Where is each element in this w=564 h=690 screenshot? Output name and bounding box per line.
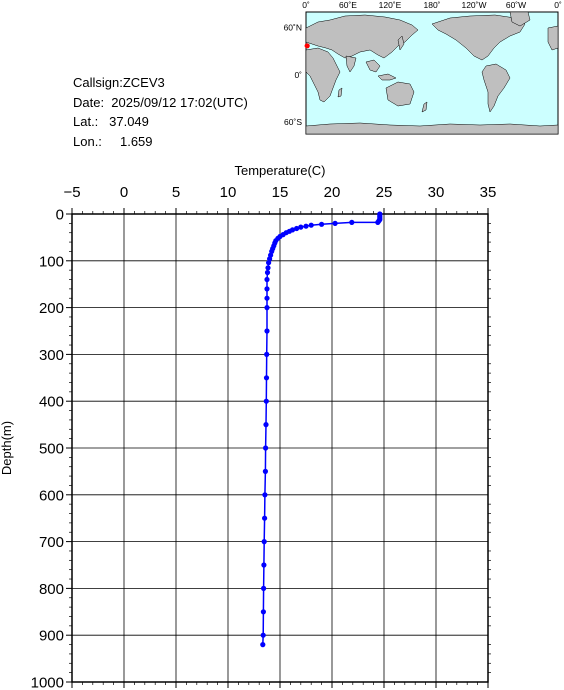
- cast-info: Callsign:ZCEV3 Date: 2025/09/12 17:02(UT…: [73, 73, 248, 151]
- profile-point: [260, 642, 266, 648]
- y-tick-label: 400: [39, 394, 64, 411]
- profile-point: [263, 422, 269, 428]
- y-tick-label: 700: [39, 534, 64, 551]
- y-tick-label: 200: [39, 300, 64, 317]
- map-lon-label: 120˚W: [461, 0, 486, 10]
- profile-point: [264, 276, 270, 283]
- profile-point: [349, 219, 355, 225]
- date-text: Date: 2025/09/12 17:02(UTC): [73, 94, 248, 110]
- y-tick-label: 100: [39, 253, 64, 270]
- land-africa: [305, 47, 341, 103]
- profile-point: [264, 269, 271, 276]
- y-tick-label: 1000: [31, 675, 64, 690]
- land-north-america: [431, 14, 526, 61]
- map-lat-label: 0˚: [294, 70, 302, 80]
- map-latitude-labels: 60˚N 0˚ 60˚S: [284, 23, 303, 127]
- plot-frame: [71, 213, 489, 683]
- land-antarctica: [305, 122, 559, 135]
- map-lon-label: 180˚: [423, 0, 440, 10]
- y-tick-label: 900: [39, 628, 64, 645]
- y-tick-label: 0: [56, 207, 64, 224]
- y-tick-labels: 0 100 200 300 400 500 600 700 800 900 1000: [31, 207, 64, 690]
- longitude-text: Lon.: 1.659: [73, 133, 153, 149]
- profile-point: [261, 539, 267, 545]
- land-japan: [397, 35, 405, 51]
- x-tick-labels: −5 0 5 10 15 20 25 30 35: [63, 184, 496, 201]
- profile-point: [264, 286, 270, 292]
- map-land: [305, 11, 559, 135]
- y-tick-label: 500: [39, 441, 64, 458]
- profile-point: [303, 223, 309, 229]
- x-axis-title: Temperature(C): [234, 163, 325, 178]
- profile-point: [265, 265, 271, 271]
- land-australia: [385, 81, 415, 107]
- land-india: [345, 55, 357, 73]
- y-tick-label: 600: [39, 487, 64, 504]
- profile-point: [260, 632, 266, 638]
- map-lon-label: 60˚W: [506, 0, 526, 10]
- x-tick-label: 30: [428, 184, 445, 201]
- profile-point: [263, 398, 269, 404]
- land-south-america: [481, 63, 511, 113]
- land-europe-west: [547, 25, 559, 51]
- map-lon-label: 60˚E: [339, 0, 357, 10]
- map-lat-label: 60˚N: [284, 23, 302, 33]
- map-longitude-labels: 0˚ 60˚E 120˚E 180˚ 120˚W 60˚W 0˚: [302, 0, 562, 10]
- profile-point: [262, 515, 268, 521]
- land-seasia: [365, 59, 397, 81]
- land-greenland: [509, 11, 531, 27]
- profile-point: [375, 219, 381, 225]
- latitude-text: Lat.: 37.049: [73, 114, 149, 129]
- x-tick-label: 15: [272, 184, 289, 201]
- x-tick-label: 0: [120, 184, 128, 201]
- temperature-profile: [260, 211, 383, 648]
- x-tick-label: 10: [220, 184, 237, 201]
- profile-point: [264, 351, 270, 357]
- profile-point: [261, 585, 267, 592]
- profile-point: [262, 468, 268, 474]
- profile-point: [263, 375, 270, 381]
- profile-point: [266, 260, 272, 266]
- profile-point: [298, 224, 304, 230]
- map-lon-label: 0˚: [554, 0, 562, 10]
- x-tick-label: 25: [376, 184, 393, 201]
- profile-point: [260, 609, 266, 615]
- x-tick-label: 20: [324, 184, 341, 201]
- land-madagascar: [337, 87, 343, 98]
- profile-point: [308, 222, 314, 228]
- y-tick-label: 300: [39, 347, 64, 364]
- map-lon-label: 0˚: [302, 0, 310, 10]
- y-tick-label: 800: [39, 581, 64, 598]
- y-axis-title: Depth(m): [0, 421, 14, 475]
- profile-point: [332, 220, 338, 226]
- x-tick-label: −5: [63, 184, 80, 201]
- profile-point: [264, 295, 270, 301]
- profile-point: [294, 225, 300, 232]
- profile-point: [264, 305, 270, 311]
- map-lon-label: 120˚E: [379, 0, 402, 10]
- map-lat-label: 60˚S: [284, 117, 302, 127]
- world-map: 0˚ 60˚E 120˚E 180˚ 120˚W 60˚W 0˚ 60˚N 0˚ 60˚S: [284, 0, 562, 135]
- callsign-text: Callsign:ZCEV3: [73, 75, 165, 90]
- station-location-marker: [304, 43, 310, 49]
- profile-point: [261, 562, 267, 568]
- x-tick-label: 5: [172, 184, 180, 201]
- profile-point: [319, 221, 325, 227]
- land-eurasia: [305, 14, 419, 59]
- land-newzealand: [421, 101, 428, 113]
- profile-point: [264, 328, 270, 334]
- chart-grid: [66, 208, 491, 688]
- profile-point: [262, 492, 268, 498]
- profile-point: [263, 445, 269, 451]
- x-tick-label: 35: [480, 184, 497, 201]
